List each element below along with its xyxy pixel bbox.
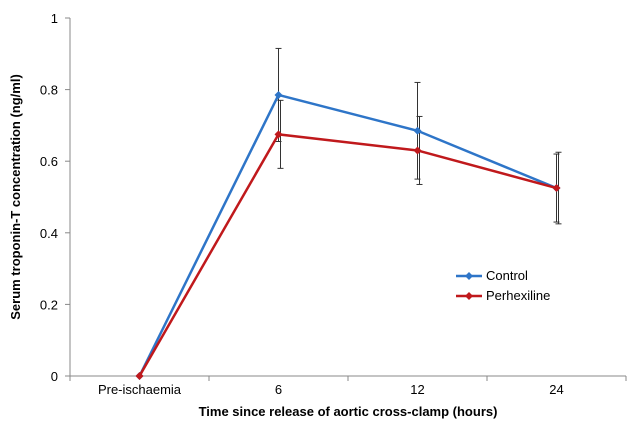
error-bars [275,47,562,225]
x-tick-label: 12 [410,382,424,397]
legend-label: Perhexiline [486,288,550,303]
series-line-perhexiline [138,133,557,377]
data-point-control [413,126,422,135]
y-tick-label: 0 [51,369,58,384]
x-tick-label: 6 [275,382,282,397]
legend-marker [465,292,473,300]
y-tick-label: 0.2 [40,297,58,312]
legend-marker [465,272,473,280]
data-point-perhexiline [552,184,561,193]
legend-label: Control [486,268,528,283]
data-point-control [274,90,283,99]
y-tick-label: 0.6 [40,154,58,169]
x-axis-title: Time since release of aortic cross-clamp… [199,404,498,419]
y-tick-label: 0.4 [40,226,58,241]
y-tick-label: 1 [51,11,58,26]
data-point-perhexiline [135,372,144,380]
y-ticks: 0 0.2 0.4 0.6 0.8 1 [40,11,70,384]
series-group [135,90,561,380]
y-tick-label: 0.8 [40,83,58,98]
legend: Control Perhexiline [456,268,550,303]
y-axis-title: Serum troponin-T concentration (ng/ml) [8,74,23,320]
data-point-perhexiline [413,146,422,155]
x-tick-label: 24 [549,382,563,397]
series-line-control [138,93,557,377]
x-ticks: Pre-ischaemia 6 12 24 [69,376,627,397]
x-tick-label: Pre-ischaemia [98,382,182,397]
data-point-perhexiline [274,130,283,139]
